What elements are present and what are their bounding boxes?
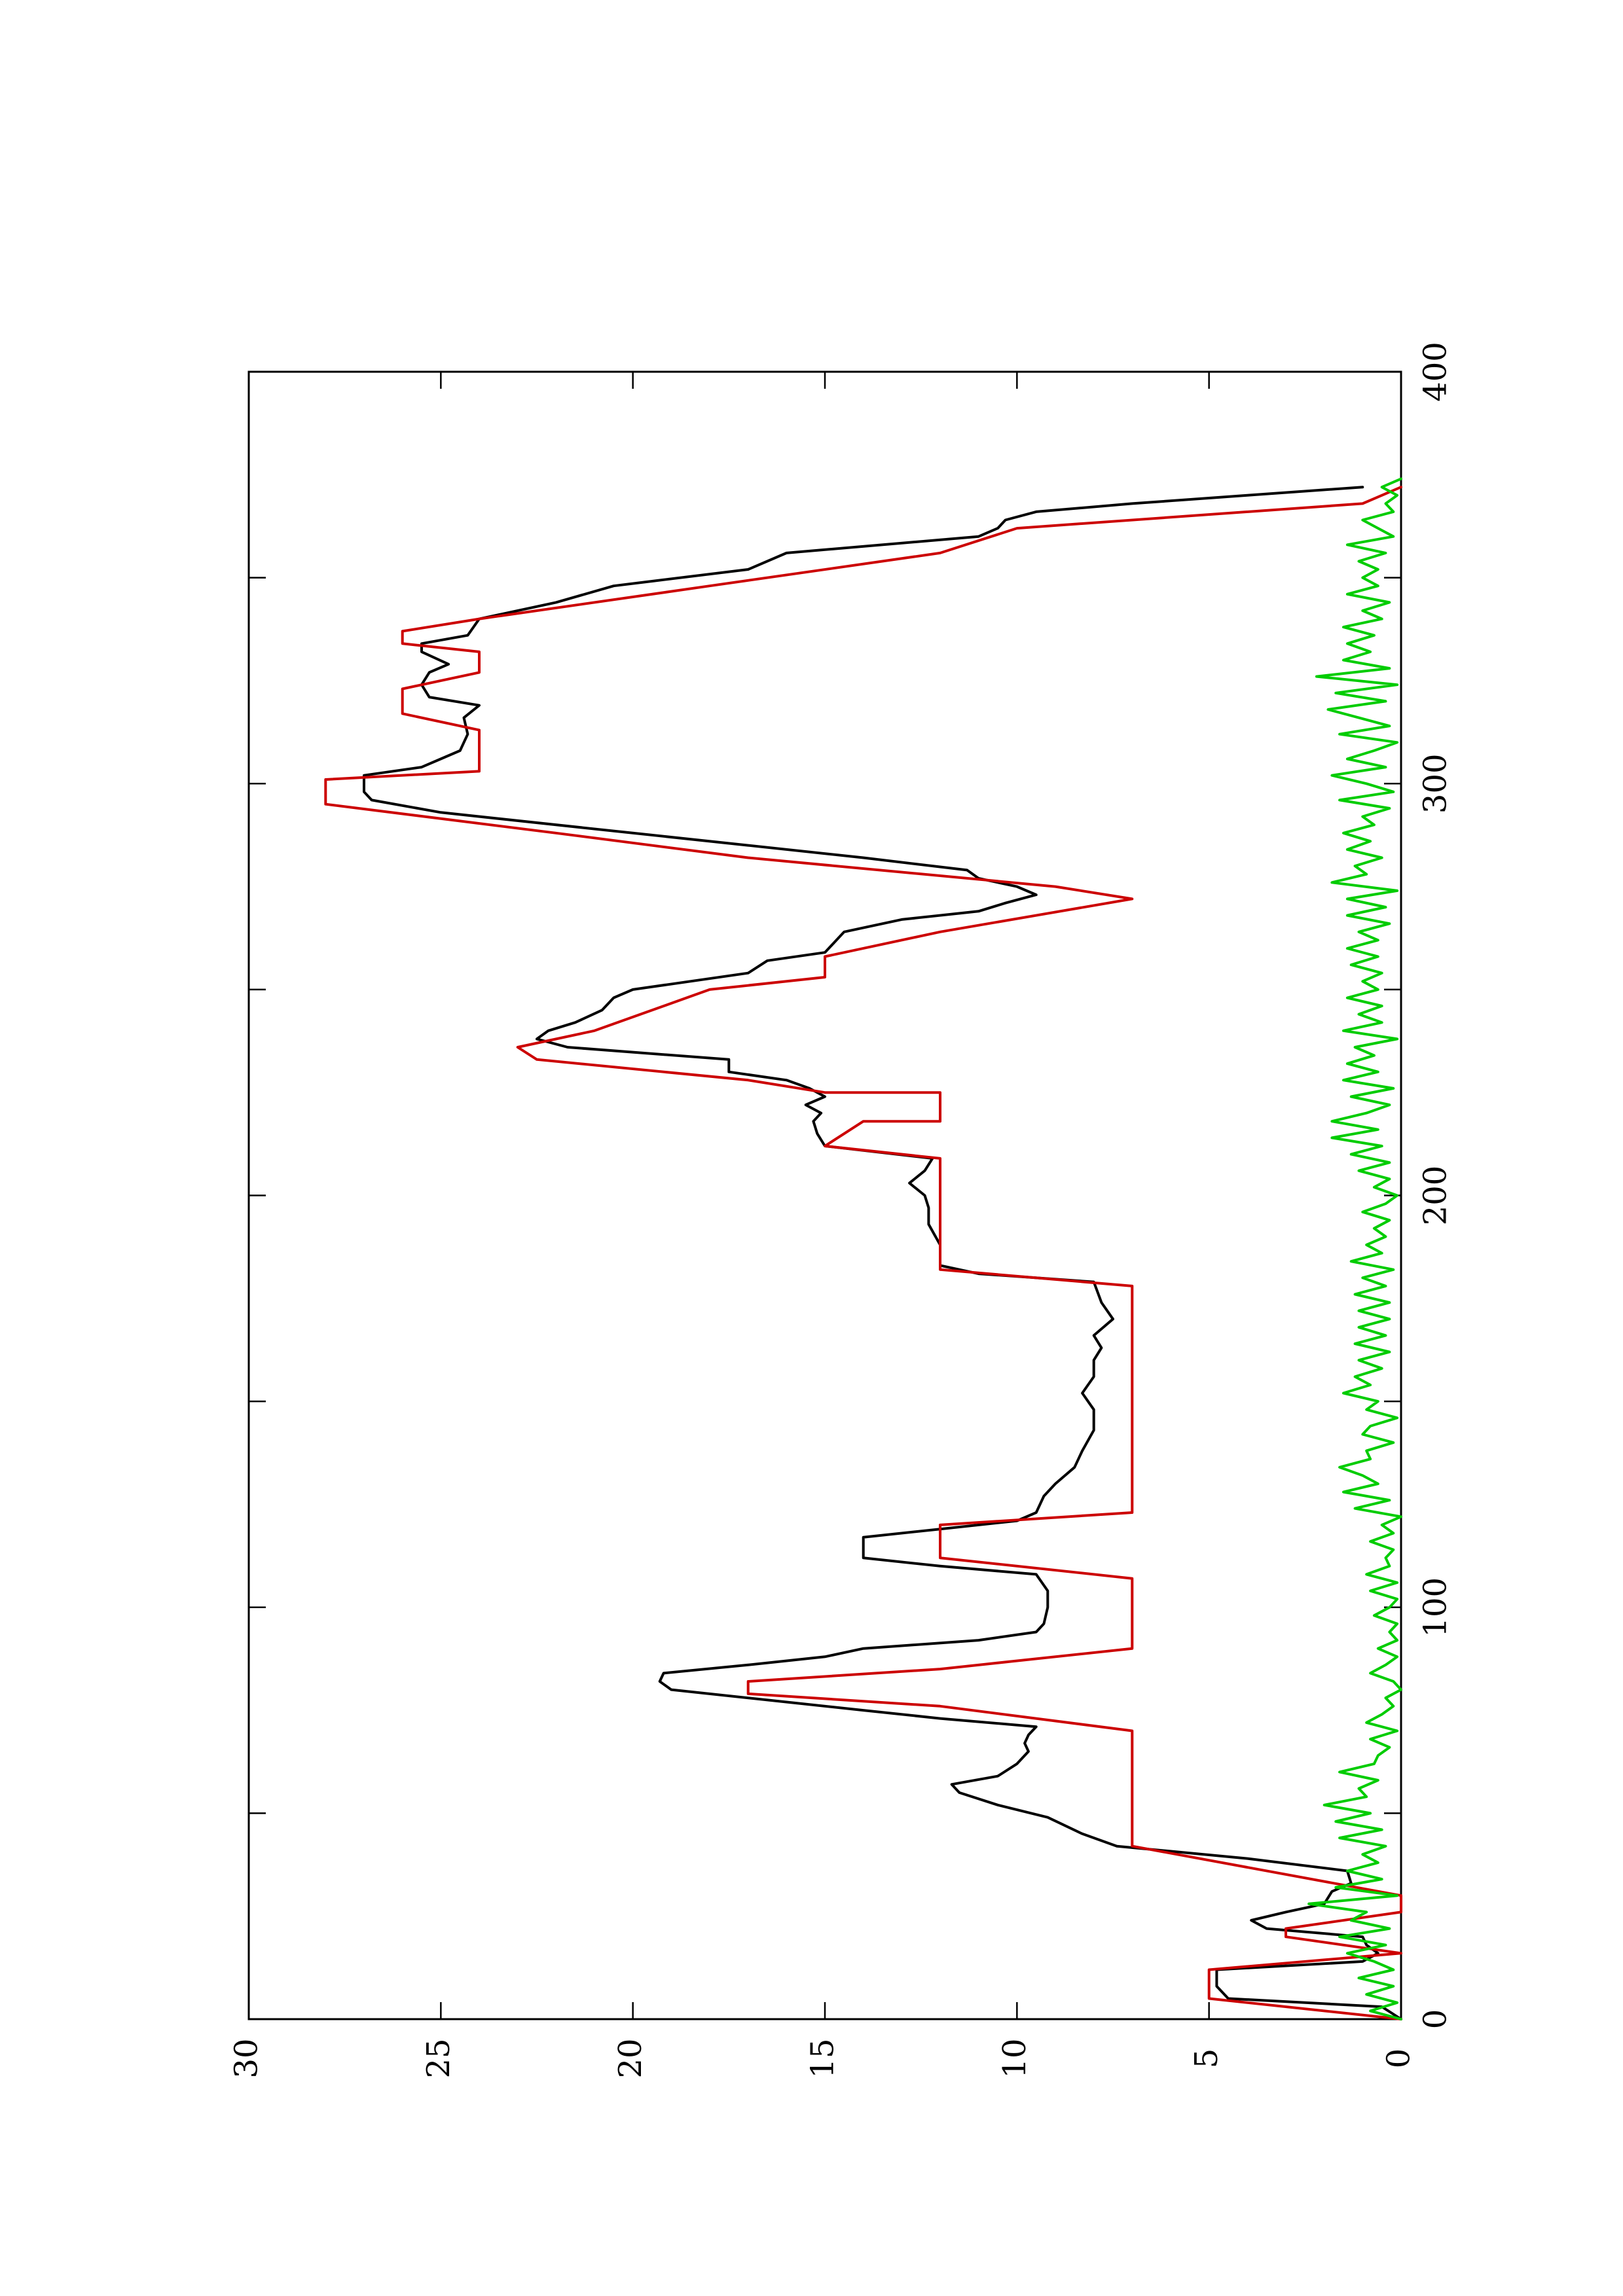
y-tick-label: 30	[228, 2038, 265, 2078]
y-tick-label: 10	[996, 2038, 1033, 2078]
y-tick-label: 20	[612, 2038, 649, 2078]
y-tick-label: 5	[1188, 2049, 1225, 2069]
series-line-2	[324, 486, 1402, 2020]
y-tick-label: 0	[1381, 2049, 1417, 2069]
y-tick-label: 15	[805, 2038, 841, 2078]
x-tick-label: 200	[1417, 1166, 1454, 1226]
x-tick-label: 0	[1417, 2009, 1454, 2030]
y-tick-label: 25	[420, 2038, 457, 2078]
x-tick-label: 100	[1417, 1577, 1454, 1638]
series-line-1	[363, 486, 1402, 2020]
series-line-3	[1307, 477, 1402, 2020]
plot-area: 0 100 200 300 400 0 5 10 15 20 25 30	[228, 342, 1454, 2078]
plot-frame	[247, 370, 1402, 2020]
x-tick-label: 400	[1417, 342, 1454, 402]
x-tick-label: 300	[1417, 753, 1454, 814]
